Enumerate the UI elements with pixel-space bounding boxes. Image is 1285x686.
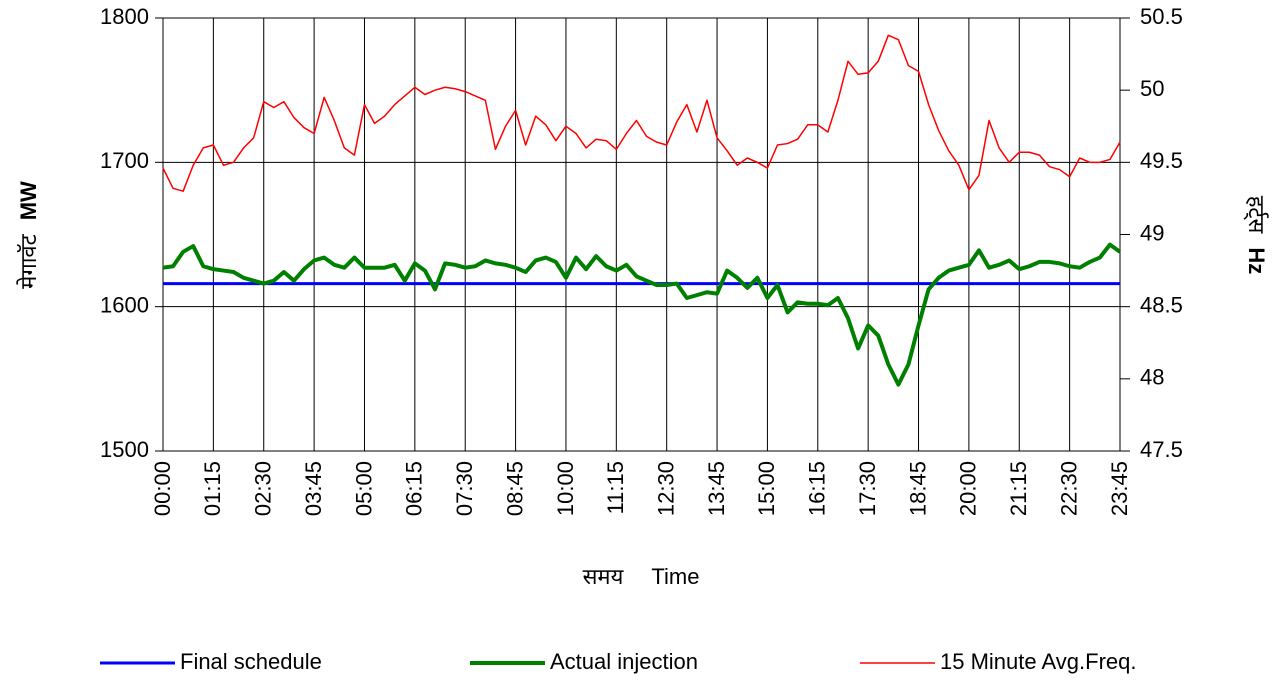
y2-tick-label: 49 xyxy=(1140,220,1164,245)
y2-tick-label: 48 xyxy=(1140,365,1164,390)
x-tick-label: 08:45 xyxy=(502,461,527,516)
y2-tick-label: 50.5 xyxy=(1140,4,1183,29)
y2-axis-label: हर्ट्स Hz xyxy=(1243,196,1269,275)
y-tick-label: 1800 xyxy=(100,4,149,29)
legend-label: Final schedule xyxy=(180,649,322,674)
y-tick-label: 1500 xyxy=(100,437,149,462)
x-tick-label: 07:30 xyxy=(452,461,477,516)
y2-label-en: Hz xyxy=(1244,247,1269,274)
x-tick-label: 16:15 xyxy=(805,461,830,516)
series-line xyxy=(162,34,1121,192)
x-tick-label: 20:00 xyxy=(956,461,981,516)
legend-label: 15 Minute Avg.Freq. xyxy=(940,649,1137,674)
y2-label-hindi: हर्ट्स xyxy=(1243,196,1269,235)
y-label-en: MW xyxy=(16,181,41,220)
x-label-hindi: समय xyxy=(583,564,625,589)
x-tick-label: 23:45 xyxy=(1107,461,1132,516)
x-tick-label: 18:45 xyxy=(905,461,930,516)
x-label-en: Time xyxy=(651,564,699,589)
x-tick-label: 00:00 xyxy=(150,461,175,516)
x-tick-label: 01:15 xyxy=(200,461,225,516)
y-label-hindi: मेगावॅट xyxy=(16,233,41,288)
x-tick-label: 13:45 xyxy=(704,461,729,516)
x-tick-label: 03:45 xyxy=(301,461,326,516)
x-tick-label: 17:30 xyxy=(855,461,880,516)
x-tick-label: 21:15 xyxy=(1006,461,1031,516)
y-axis-label: मेगावॅट MW xyxy=(16,181,41,289)
x-tick-label: 22:30 xyxy=(1056,461,1081,516)
y-tick-label: 1600 xyxy=(100,292,149,317)
x-axis-label: समय Time xyxy=(583,564,700,589)
legend-label: Actual injection xyxy=(550,649,698,674)
x-tick-label: 06:15 xyxy=(402,461,427,516)
x-tick-label: 15:00 xyxy=(754,461,779,516)
y2-tick-label: 48.5 xyxy=(1140,292,1183,317)
x-tick-label: 10:00 xyxy=(553,461,578,516)
x-tick-label: 05:00 xyxy=(351,461,376,516)
x-tick-label: 11:15 xyxy=(603,461,628,514)
y2-tick-label: 50 xyxy=(1140,76,1164,101)
x-tick-label: 12:30 xyxy=(653,461,678,516)
x-tick-label: 02:30 xyxy=(251,461,276,516)
y2-tick-label: 49.5 xyxy=(1140,148,1183,173)
series-line xyxy=(162,242,1122,387)
y-tick-label: 1700 xyxy=(100,148,149,173)
y2-tick-label: 47.5 xyxy=(1140,437,1183,462)
